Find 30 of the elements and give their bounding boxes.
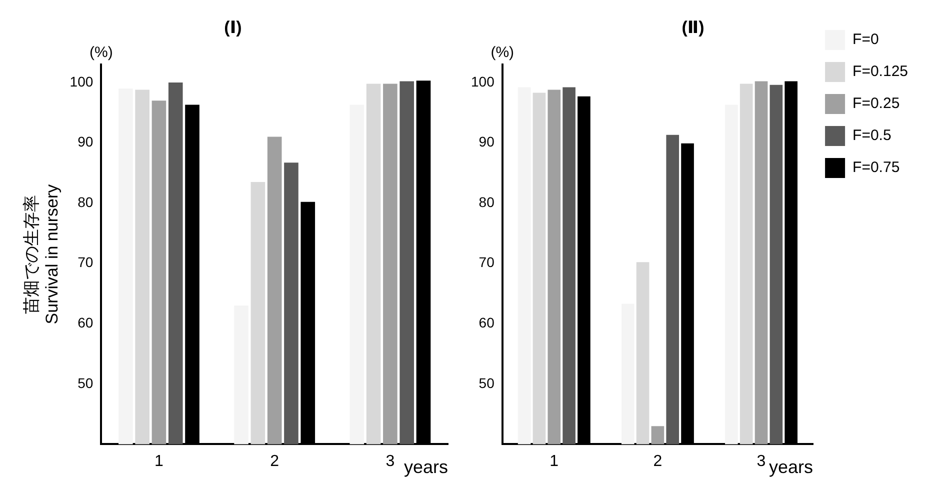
chart-title: (Ⅰ) bbox=[224, 18, 242, 37]
y-tick-label: 50 bbox=[478, 374, 495, 391]
y-tick-label: 50 bbox=[78, 374, 94, 391]
legend-label: F=0 bbox=[852, 31, 879, 48]
y-tick-label: 80 bbox=[78, 194, 94, 210]
legend-label: F=0.5 bbox=[852, 127, 892, 144]
y-tick-label: 60 bbox=[478, 314, 495, 330]
x-tick-label: 2 bbox=[653, 453, 662, 470]
chart-title: (Ⅱ) bbox=[682, 18, 704, 37]
legend-label: F=0.75 bbox=[852, 159, 900, 176]
text: (%) bbox=[89, 44, 113, 62]
x-tick-label: 2 bbox=[270, 453, 280, 470]
x-tick-label: 1 bbox=[154, 453, 164, 470]
y-tick-label: 60 bbox=[78, 314, 94, 330]
y-tick-label: 100 bbox=[70, 73, 94, 90]
y-tick-label: 70 bbox=[78, 254, 94, 270]
y-tick-label: 90 bbox=[478, 134, 495, 150]
x-tick-label: 1 bbox=[550, 453, 559, 470]
legend-label: F=0.125 bbox=[852, 63, 908, 80]
x-axis-title: years bbox=[769, 457, 814, 478]
x-axis-title: years bbox=[404, 457, 448, 478]
y-tick-label: 90 bbox=[78, 134, 94, 150]
x-tick-label: 3 bbox=[756, 453, 766, 470]
x-tick-label: 3 bbox=[386, 453, 395, 470]
y-tick-label: 80 bbox=[478, 194, 495, 210]
legend-label: F=0.25 bbox=[852, 95, 900, 112]
y-axis-title: 苗畑での生存率 Survival in nursery bbox=[22, 184, 62, 324]
y-tick-label: 100 bbox=[471, 73, 495, 90]
text: (%) bbox=[490, 44, 514, 62]
y-tick-label: 70 bbox=[478, 254, 495, 270]
